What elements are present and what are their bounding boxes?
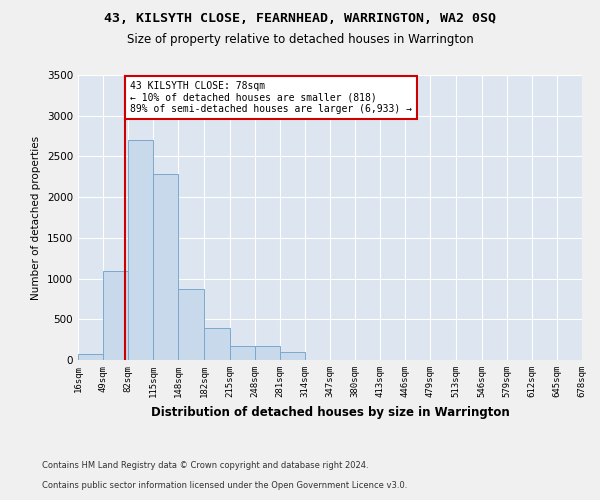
Y-axis label: Number of detached properties: Number of detached properties (31, 136, 41, 300)
Text: Size of property relative to detached houses in Warrington: Size of property relative to detached ho… (127, 32, 473, 46)
Text: 43 KILSYTH CLOSE: 78sqm
← 10% of detached houses are smaller (818)
89% of semi-d: 43 KILSYTH CLOSE: 78sqm ← 10% of detache… (130, 80, 412, 114)
Bar (205, 328, 230, 360)
Text: Contains HM Land Registry data © Crown copyright and database right 2024.: Contains HM Land Registry data © Crown c… (42, 461, 368, 470)
Bar (230, 346, 254, 360)
Bar (154, 174, 178, 360)
Text: 43, KILSYTH CLOSE, FEARNHEAD, WARRINGTON, WA2 0SQ: 43, KILSYTH CLOSE, FEARNHEAD, WARRINGTON… (104, 12, 496, 26)
Text: Distribution of detached houses by size in Warrington: Distribution of detached houses by size … (151, 406, 509, 419)
Bar (280, 352, 305, 360)
Bar (103, 271, 128, 360)
Bar (78, 354, 103, 360)
Bar (128, 140, 154, 360)
Bar (254, 346, 280, 360)
Bar (178, 289, 203, 360)
Text: Contains public sector information licensed under the Open Government Licence v3: Contains public sector information licen… (42, 481, 407, 490)
